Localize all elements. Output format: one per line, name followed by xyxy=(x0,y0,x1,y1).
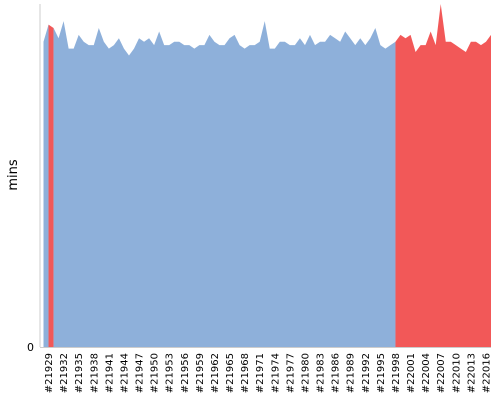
x-tick-label: #21971 xyxy=(255,353,266,393)
x-tick-label: #21986 xyxy=(331,353,342,393)
x-tick-label: #21929 xyxy=(44,353,55,393)
area-segment xyxy=(53,21,396,348)
x-tick-label: #21959 xyxy=(195,353,206,393)
x-tick-label: #22016 xyxy=(481,353,492,393)
x-tick-label: #21941 xyxy=(104,353,115,393)
y-axis-label: mins xyxy=(6,159,21,191)
x-tick-label: #21938 xyxy=(89,353,100,393)
x-tick-label: #21944 xyxy=(119,353,130,393)
x-tick-label: #21932 xyxy=(59,353,70,393)
x-tick-label: #22007 xyxy=(436,353,447,393)
y-tick-labels: 0 xyxy=(27,341,34,354)
x-tick-label: #21962 xyxy=(210,353,221,393)
highlight-area-segment xyxy=(395,4,491,347)
x-tick-label: #22010 xyxy=(451,353,462,393)
x-tick-label: #22013 xyxy=(466,353,477,393)
x-tick-label: #21977 xyxy=(285,353,296,393)
x-tick-label: #21989 xyxy=(346,353,357,393)
x-tick-label: #22001 xyxy=(406,353,417,393)
highlight-area-segment xyxy=(48,24,54,348)
x-tick-label: #21983 xyxy=(316,353,327,393)
y-tick-label: 0 xyxy=(27,341,34,354)
x-tick-label: #21947 xyxy=(135,353,146,393)
series-areas xyxy=(43,4,491,348)
x-tick-label: #22004 xyxy=(421,353,432,393)
x-tick-label: #21935 xyxy=(74,353,85,393)
x-tick-label: #21965 xyxy=(225,353,236,393)
x-tick-label: #21950 xyxy=(150,353,161,393)
x-tick-label: #21968 xyxy=(240,353,251,393)
area-segment xyxy=(43,24,49,348)
x-tick-label: #21995 xyxy=(376,353,387,393)
x-tick-label: #21974 xyxy=(270,353,281,393)
x-tick-label: #21980 xyxy=(300,353,311,393)
x-tick-label: #21998 xyxy=(391,353,402,393)
x-tick-label: #21953 xyxy=(165,353,176,393)
x-tick-label: #21956 xyxy=(180,353,191,393)
x-tick-labels: #21929 #21932 #21935 #21938 #21941 #21944 #219… xyxy=(44,353,492,393)
x-tick-label: #21992 xyxy=(361,353,372,393)
